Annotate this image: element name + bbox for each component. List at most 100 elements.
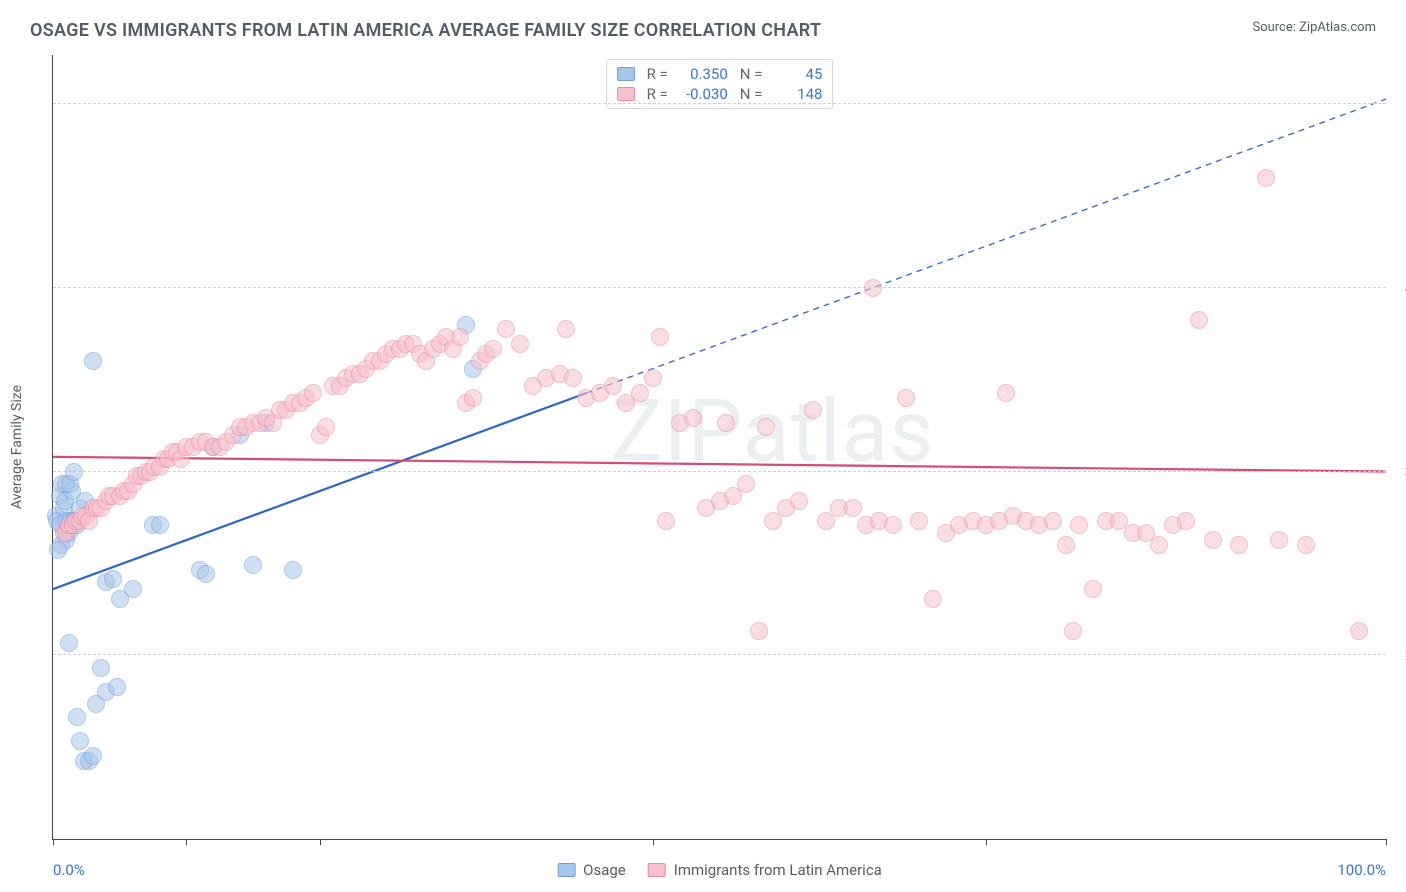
data-point — [284, 561, 302, 579]
data-point — [1270, 531, 1288, 549]
data-point — [57, 524, 75, 542]
x-tick — [986, 839, 987, 845]
data-point — [671, 414, 689, 432]
data-point — [257, 409, 275, 427]
data-point — [64, 512, 82, 530]
data-point — [75, 752, 93, 770]
data-point — [1177, 512, 1195, 530]
data-point — [651, 328, 669, 346]
data-point — [657, 512, 675, 530]
source-link[interactable]: ZipAtlas.com — [1299, 20, 1376, 35]
data-point — [457, 316, 475, 334]
data-point — [64, 516, 82, 534]
data-point — [1004, 507, 1022, 525]
data-point — [97, 683, 115, 701]
data-point — [564, 369, 582, 387]
data-point — [790, 492, 808, 510]
data-point — [1190, 311, 1208, 329]
data-point — [417, 352, 435, 370]
data-point — [277, 401, 295, 419]
data-point — [97, 573, 115, 591]
data-point — [404, 335, 422, 353]
data-point — [172, 450, 190, 468]
data-point — [1097, 512, 1115, 530]
data-point — [964, 512, 982, 530]
y-tick-label: 2.75 — [1390, 646, 1406, 664]
data-point — [80, 752, 98, 770]
data-point — [137, 463, 155, 481]
data-point — [524, 377, 542, 395]
stat-n-label: N = — [740, 85, 763, 103]
data-point — [53, 475, 71, 493]
data-point — [68, 708, 86, 726]
data-point — [684, 409, 702, 427]
data-point — [724, 487, 742, 505]
data-point — [857, 516, 875, 534]
legend-stats-row: R =-0.030N =148 — [617, 84, 823, 104]
data-point — [124, 475, 142, 493]
data-point — [910, 512, 928, 530]
data-point — [1124, 524, 1142, 542]
data-point — [864, 279, 882, 297]
data-point — [511, 335, 529, 353]
data-point — [197, 433, 215, 451]
y-tick-label: 4.25 — [1390, 279, 1406, 297]
data-point — [84, 747, 102, 765]
data-point — [151, 458, 169, 476]
data-point — [55, 499, 73, 517]
legend-swatch — [617, 87, 635, 101]
data-point — [411, 345, 429, 363]
legend-item: Immigrants from Latin America — [648, 861, 882, 879]
data-point — [777, 499, 795, 517]
data-point — [51, 487, 69, 505]
data-point — [73, 507, 91, 525]
data-point — [1257, 169, 1275, 187]
data-point — [108, 678, 126, 696]
data-point — [164, 443, 182, 461]
data-point — [397, 335, 415, 353]
data-point — [484, 340, 502, 358]
data-point — [1110, 512, 1128, 530]
grid-line — [53, 287, 1386, 288]
data-point — [1057, 536, 1075, 554]
data-point — [65, 512, 83, 530]
data-point — [1064, 622, 1082, 640]
data-point — [737, 475, 755, 493]
x-axis-min-label: 0.0% — [53, 861, 85, 879]
stat-r-label: R = — [647, 85, 668, 103]
data-point — [764, 512, 782, 530]
data-point — [717, 414, 735, 432]
data-point — [464, 389, 482, 407]
source-prefix: Source: — [1252, 20, 1299, 35]
data-point — [391, 340, 409, 358]
data-point — [177, 438, 195, 456]
data-point — [211, 438, 229, 456]
watermark: ZIPatlas — [611, 381, 935, 482]
data-point — [92, 499, 110, 517]
legend-label: Osage — [583, 861, 626, 879]
data-point — [104, 570, 122, 588]
data-point — [57, 475, 75, 493]
data-point — [47, 507, 65, 525]
data-point — [444, 340, 462, 358]
data-point — [271, 401, 289, 419]
data-point — [757, 418, 775, 436]
grid-line — [53, 654, 1386, 655]
data-point — [591, 384, 609, 402]
stat-n-label: N = — [740, 65, 763, 83]
data-point — [497, 320, 515, 338]
data-point — [224, 426, 242, 444]
legend-swatch — [617, 67, 635, 81]
legend-item: Osage — [557, 861, 626, 879]
data-point — [115, 482, 133, 500]
data-point — [1150, 536, 1168, 554]
data-point — [184, 438, 202, 456]
stat-r-label: R = — [647, 65, 668, 83]
data-point — [88, 499, 106, 517]
data-point — [557, 320, 575, 338]
data-point — [111, 590, 129, 608]
y-tick-label: 3.50 — [1390, 463, 1406, 481]
x-tick — [186, 839, 187, 845]
data-point — [457, 394, 475, 412]
data-point — [830, 499, 848, 517]
